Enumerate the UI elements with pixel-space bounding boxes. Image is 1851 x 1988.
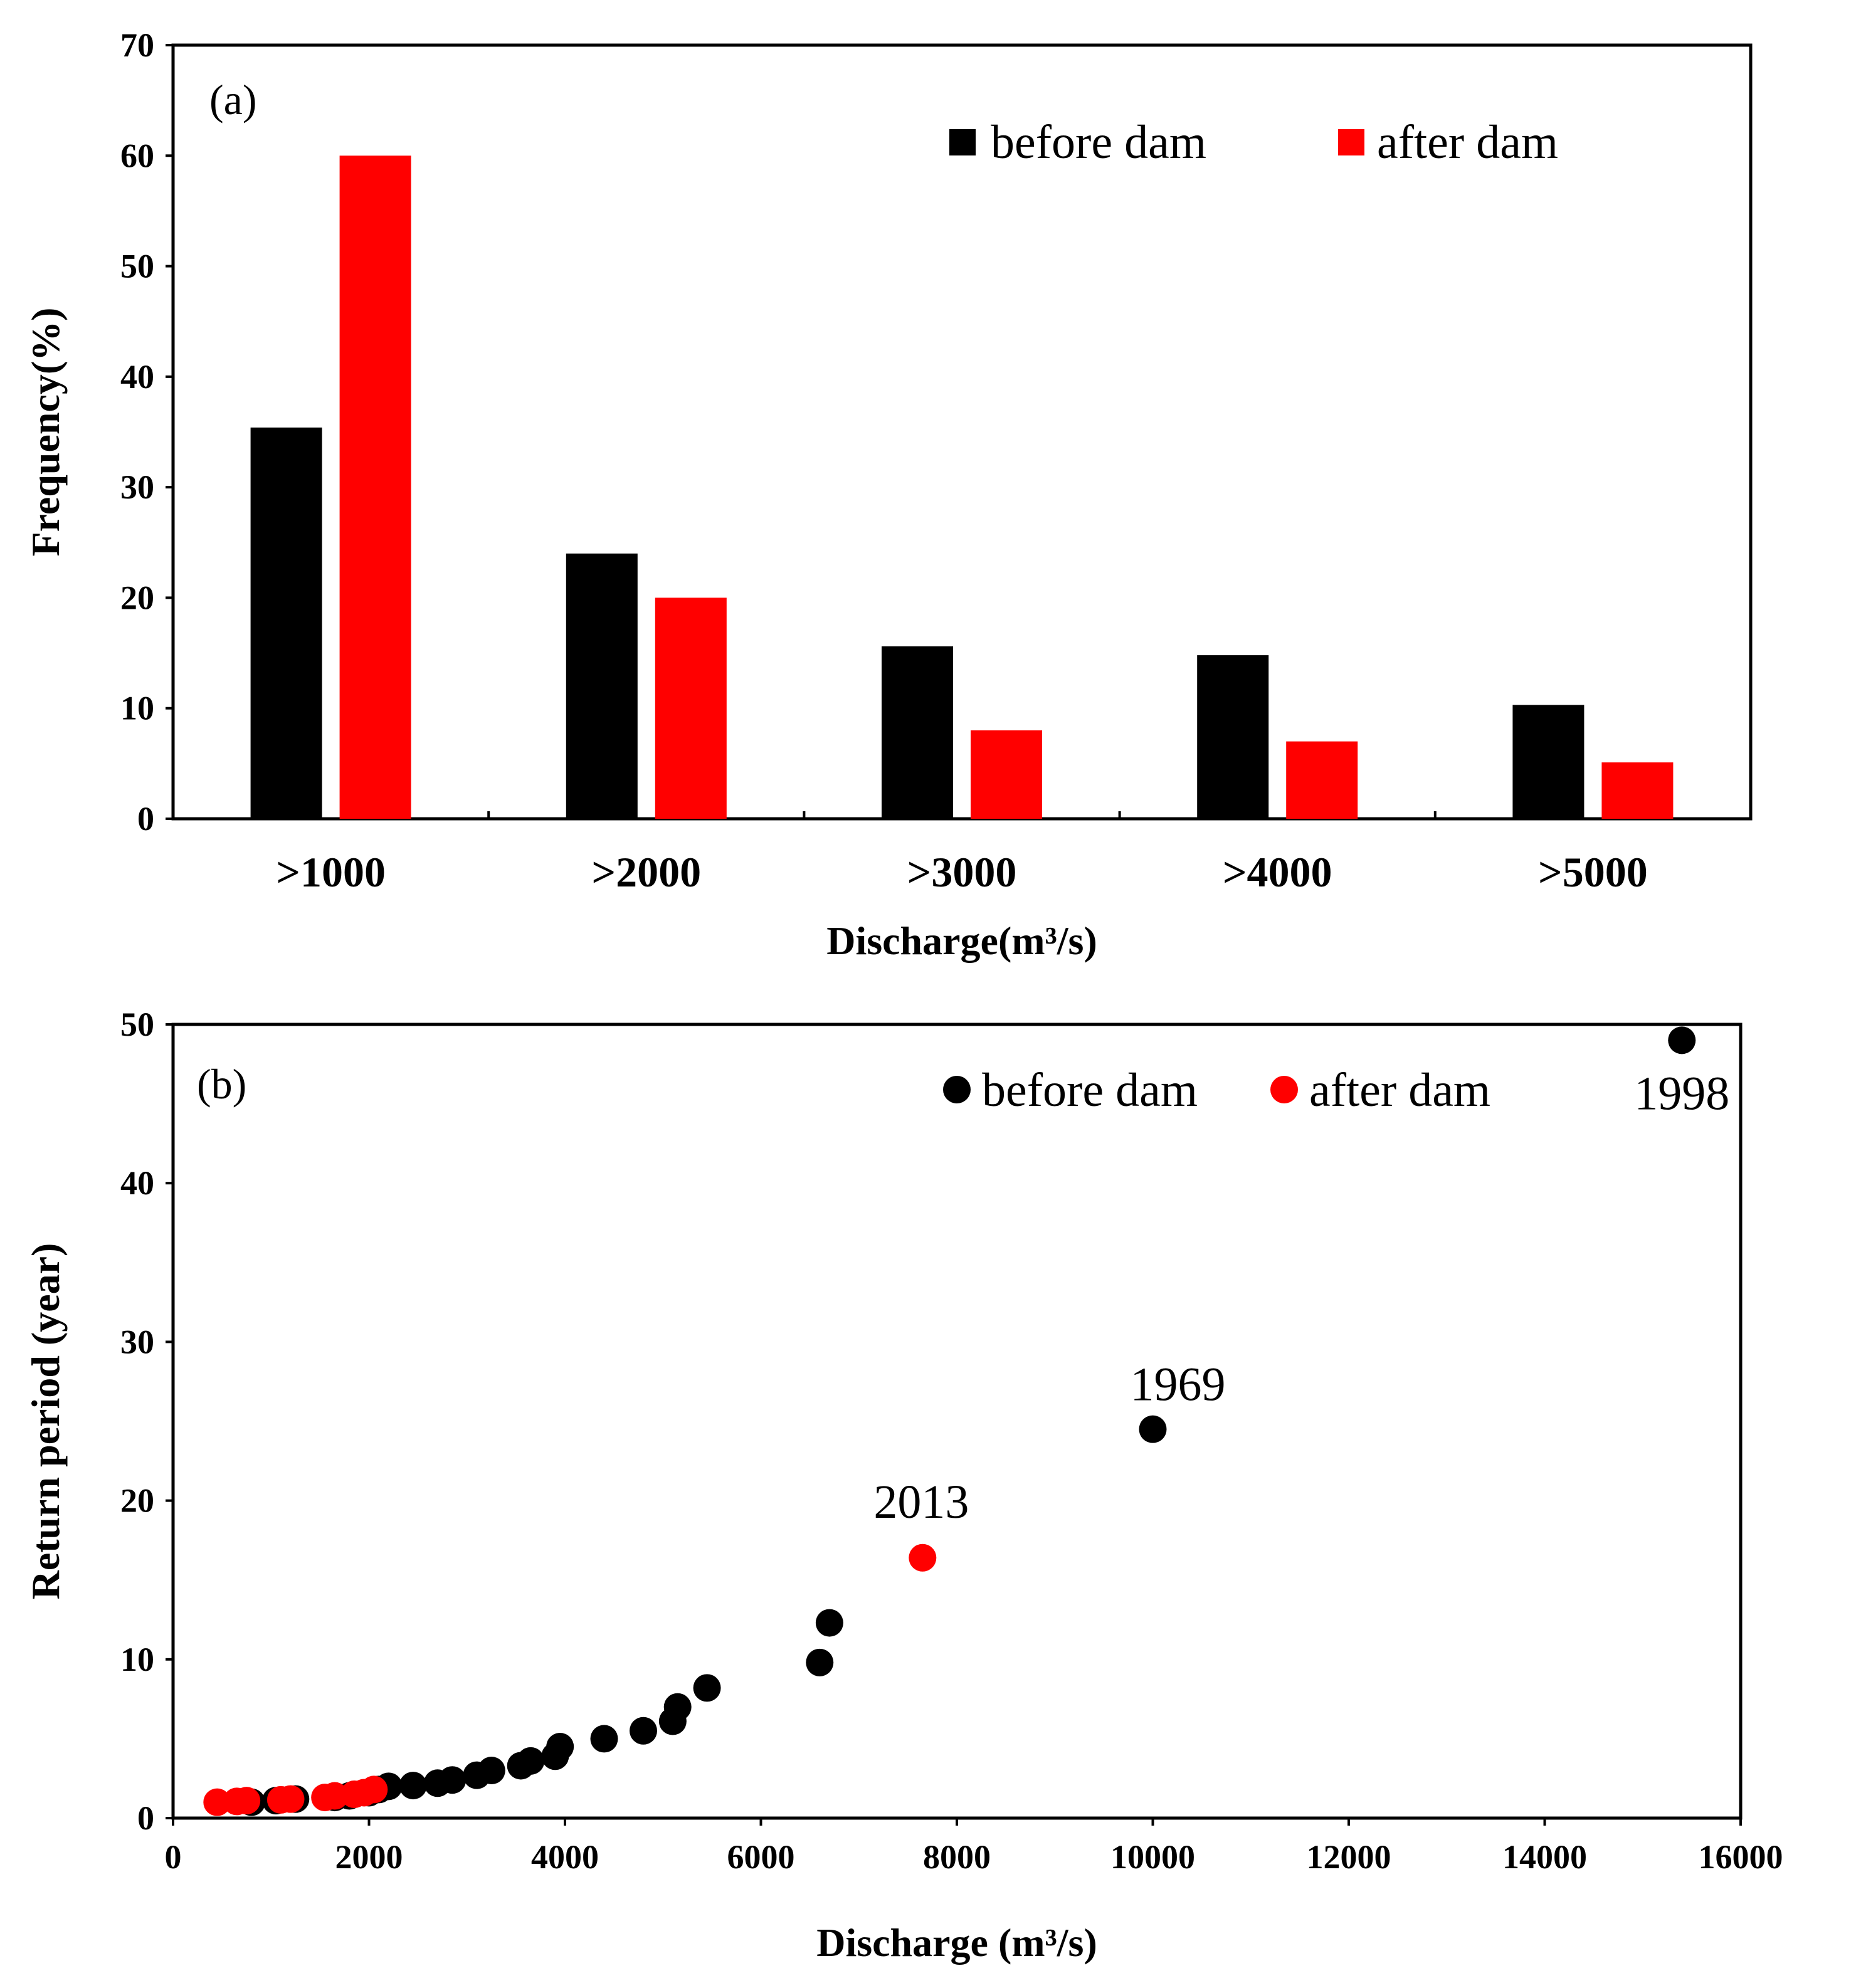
point-after-dam — [233, 1787, 261, 1815]
y-tick-label: 30 — [120, 1323, 154, 1360]
legend-swatch-before-dam — [949, 129, 976, 155]
x-category-label: >3000 — [907, 848, 1017, 896]
bar-after-dam — [655, 597, 727, 819]
bar-after-dam — [1286, 741, 1358, 819]
legend-label-before-dam: before dam — [991, 116, 1206, 169]
point-before-dam — [630, 1717, 657, 1745]
point-before-dam — [1139, 1415, 1167, 1443]
y-tick-label: 10 — [120, 690, 154, 727]
y-tick-label: 50 — [120, 248, 154, 285]
x-tick-label: 2000 — [335, 1838, 403, 1876]
point-after-dam — [203, 1788, 231, 1816]
y-axis-label: Frequency(%) — [23, 308, 68, 557]
legend: before dam after dam — [943, 1064, 1490, 1117]
x-tick-label: 16000 — [1699, 1838, 1783, 1876]
y-tick-label: 0 — [137, 1799, 154, 1837]
point-before-dam — [438, 1766, 467, 1794]
point-before-dam — [517, 1747, 545, 1775]
legend-marker-before-dam — [943, 1076, 971, 1103]
x-tick-label: 4000 — [531, 1838, 599, 1876]
x-category-label: >5000 — [1538, 848, 1648, 896]
x-axis-ticks: 0 2000 4000 6000 8000 10000 12000 14000 16000 — [165, 1818, 1783, 1876]
scatter-points — [203, 1026, 1696, 1816]
plot-area-frame — [171, 43, 1753, 821]
y-tick-label: 70 — [120, 26, 154, 64]
y-axis-ticks: 0 10 20 30 40 50 — [120, 1006, 173, 1837]
panel-label: (b) — [197, 1060, 246, 1108]
point-after-dam — [909, 1544, 937, 1572]
year-annotation: 2013 — [873, 1476, 969, 1528]
point-before-dam — [590, 1725, 618, 1753]
point-after-dam — [277, 1785, 305, 1813]
point-before-dam — [693, 1674, 721, 1702]
x-axis-label: Discharge (m³/s) — [816, 1920, 1097, 1965]
y-tick-label: 40 — [120, 358, 154, 396]
point-before-dam — [815, 1609, 843, 1637]
bars — [250, 155, 1674, 819]
x-tick-label: 12000 — [1307, 1838, 1391, 1876]
bar-after-dam — [971, 730, 1042, 819]
y-tick-label: 40 — [120, 1164, 154, 1202]
bar-after-dam — [339, 155, 411, 819]
y-tick-label: 10 — [120, 1641, 154, 1678]
scatter-chart-panel: 0 10 20 30 40 50 0 2000 4000 6000 8000 10000 12000 1… — [23, 1006, 1783, 1965]
point-before-dam — [399, 1772, 427, 1800]
point-before-dam — [477, 1757, 505, 1785]
point-after-dam — [360, 1775, 388, 1804]
bar-chart-panel: 0 10 20 30 40 50 60 70 >1000 >2000 >3000 >4000 >500… — [23, 26, 1753, 963]
y-tick-label: 30 — [120, 468, 154, 506]
point-before-dam — [1668, 1026, 1696, 1054]
y-axis-label: Return period (year) — [23, 1243, 68, 1600]
x-tick-label: 6000 — [727, 1838, 795, 1876]
legend-swatch-after-dam — [1338, 129, 1364, 155]
y-tick-label: 60 — [120, 137, 154, 174]
y-tick-label: 20 — [120, 579, 154, 616]
point-before-dam — [663, 1693, 692, 1721]
bar-before-dam — [1197, 655, 1269, 819]
bar-before-dam — [566, 553, 638, 819]
legend: before dam after dam — [949, 116, 1558, 169]
panel-label: (a) — [209, 76, 256, 124]
x-category-label: >2000 — [591, 848, 701, 896]
x-axis-label: Discharge(m³/s) — [826, 918, 1097, 963]
x-tick-label: 14000 — [1502, 1838, 1587, 1876]
y-tick-label: 0 — [137, 800, 154, 838]
year-annotation: 1998 — [1634, 1067, 1729, 1120]
plot-area-frame — [171, 1023, 1743, 1820]
legend-label-after-dam: after dam — [1309, 1064, 1490, 1117]
bar-before-dam — [882, 646, 953, 819]
bar-after-dam — [1601, 762, 1674, 819]
x-tick-label: 8000 — [923, 1838, 991, 1876]
legend-label-before-dam: before dam — [982, 1064, 1198, 1117]
point-annotations: 1998 1969 2013 — [873, 1067, 1729, 1528]
bar-before-dam — [1512, 705, 1585, 819]
x-tick-label: 0 — [165, 1838, 182, 1876]
legend-marker-after-dam — [1270, 1076, 1298, 1103]
year-annotation: 1969 — [1131, 1359, 1226, 1411]
x-category-label: >1000 — [276, 848, 386, 896]
y-tick-label: 20 — [120, 1482, 154, 1520]
bar-before-dam — [250, 427, 322, 819]
y-tick-label: 50 — [120, 1006, 154, 1043]
legend-label-after-dam: after dam — [1377, 116, 1558, 169]
point-before-dam — [546, 1733, 574, 1761]
x-axis-ticks: >1000 >2000 >3000 >4000 >5000 — [276, 811, 1648, 896]
point-before-dam — [806, 1648, 834, 1676]
x-tick-label: 10000 — [1110, 1838, 1195, 1876]
y-axis-ticks: 0 10 20 30 40 50 60 70 — [120, 26, 173, 838]
x-category-label: >4000 — [1223, 848, 1332, 896]
